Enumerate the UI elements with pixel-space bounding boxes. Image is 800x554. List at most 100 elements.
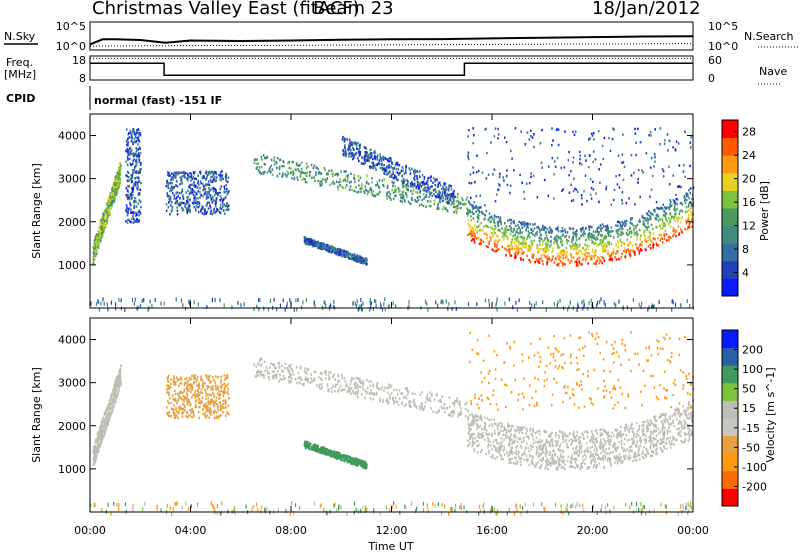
range-cell [592, 150, 595, 153]
range-cell [424, 299, 427, 304]
range-cell [166, 173, 169, 177]
range-cell [353, 173, 356, 177]
range-cell [200, 194, 202, 197]
range-cell [641, 240, 643, 244]
range-cell [645, 240, 648, 243]
range-cell [118, 176, 121, 179]
range-cell [453, 198, 455, 201]
range-cell [287, 162, 289, 165]
range-cell [572, 227, 574, 230]
range-cell [465, 202, 467, 206]
range-cell [129, 151, 132, 154]
range-cell [311, 243, 314, 247]
range-cell [513, 241, 516, 245]
range-cell [526, 131, 529, 134]
range-cell [396, 162, 399, 166]
range-cell [349, 252, 352, 255]
range-cell [288, 160, 290, 164]
range-cell [364, 258, 366, 261]
range-cell [383, 167, 386, 170]
range-cell [549, 228, 552, 231]
range-cell [98, 241, 101, 244]
range-cell [470, 230, 473, 233]
range-cell [687, 225, 689, 229]
range-cell [343, 252, 345, 256]
range-cell [92, 245, 95, 249]
range-cell [348, 155, 350, 158]
range-cell [209, 193, 211, 197]
range-cell [117, 175, 119, 178]
range-cell [207, 377, 210, 380]
range-cell [340, 170, 342, 173]
range-cell [687, 216, 690, 219]
range-cell [519, 228, 521, 232]
range-cell [204, 210, 206, 213]
range-cell [397, 187, 400, 191]
range-cell [131, 194, 133, 197]
range-cell [185, 381, 187, 385]
range-cell [581, 197, 583, 200]
range-cell [353, 176, 355, 180]
range-cell [593, 237, 595, 240]
range-cell [649, 243, 651, 247]
range-cell [615, 258, 618, 261]
range-cell [120, 364, 122, 367]
range-cell [602, 248, 605, 251]
range-cell [599, 224, 602, 227]
range-cell [187, 198, 189, 202]
range-cell [268, 168, 270, 171]
range-cell [688, 189, 690, 192]
range-cell [433, 199, 436, 202]
range-cell [100, 426, 102, 429]
range-cell [104, 217, 106, 220]
range-cell [100, 421, 103, 424]
range-cell [138, 210, 141, 213]
range-cell [217, 191, 219, 195]
range-cell [118, 298, 120, 302]
range-cell [208, 379, 211, 382]
range-cell [687, 218, 690, 222]
range-cell [530, 228, 533, 231]
range-cell [444, 182, 447, 185]
range-cell [656, 243, 658, 247]
range-cell [180, 179, 182, 182]
range-cell [587, 233, 590, 236]
range-cell [376, 163, 379, 167]
range-cell [208, 173, 210, 176]
range-cell [171, 182, 173, 185]
range-cell [127, 137, 129, 141]
range-cell [499, 172, 501, 175]
colorbar-segment [722, 243, 738, 262]
range-cell [473, 231, 475, 235]
range-cell [514, 239, 517, 242]
range-cell [486, 233, 488, 237]
range-cell [115, 393, 117, 396]
range-cell [130, 177, 133, 180]
range-cell [421, 203, 423, 206]
range-cell [520, 130, 522, 133]
range-cell [515, 247, 518, 250]
range-cell [556, 303, 558, 308]
range-cell [584, 174, 587, 177]
range-cell [583, 190, 585, 193]
range-cell [185, 386, 188, 390]
range-cell [594, 158, 597, 161]
range-cell [451, 307, 453, 311]
range-cell [402, 190, 405, 194]
range-cell [605, 244, 607, 247]
range-cell [320, 242, 323, 245]
range-cell [517, 239, 520, 242]
range-cell [383, 178, 385, 181]
range-cell [266, 155, 269, 158]
range-cell [186, 201, 188, 205]
range-cell [266, 171, 269, 174]
range-cell [560, 238, 562, 241]
range-cell [608, 233, 610, 236]
range-cell [359, 176, 362, 180]
range-cell [111, 200, 113, 203]
range-cell [313, 176, 315, 179]
range-cell [138, 160, 141, 163]
range-cell [451, 202, 453, 205]
range-cell [343, 249, 346, 253]
range-cell [192, 175, 194, 178]
